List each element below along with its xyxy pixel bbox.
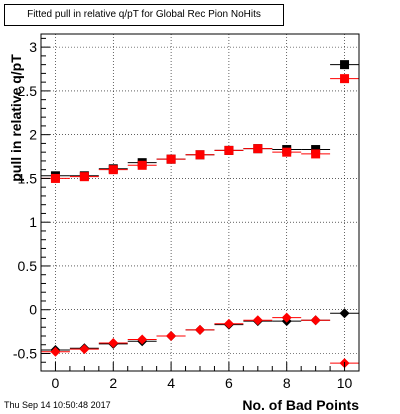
data-point-square	[50, 173, 60, 183]
data-point-diamond	[281, 312, 292, 323]
y-tick-label: 1	[29, 214, 37, 230]
x-tick-label: 2	[109, 375, 117, 391]
x-tick-label: 10	[337, 375, 353, 391]
x-tick-label: 4	[167, 375, 175, 391]
grid-layer	[41, 34, 359, 371]
x-axis-label: No. of Bad Points	[242, 397, 359, 413]
data-point-diamond	[195, 324, 205, 335]
x-tick-label: 0	[52, 375, 60, 391]
data-point-diamond	[137, 334, 148, 345]
y-tick-label: 0.5	[18, 258, 38, 274]
data-point-square	[79, 172, 89, 182]
data-point-square	[282, 147, 292, 157]
x-tick-label: 8	[283, 375, 291, 391]
data-point-square	[311, 149, 321, 159]
data-point-square	[195, 150, 205, 160]
timestamp: Thu Sep 14 10:50:48 2017	[4, 400, 111, 410]
data-point-diamond	[79, 344, 90, 355]
y-tick-label: 3	[29, 39, 37, 55]
data-point-diamond	[223, 318, 234, 329]
data-point-square	[137, 160, 147, 170]
y-tick-label: 2	[29, 127, 37, 143]
tick-layer: 0 2 4 6 8 10 -0.5 0 0.5 1 1.5 2 2.5 3	[13, 37, 353, 391]
data-point-diamond	[166, 330, 177, 341]
data-point-diamond	[339, 308, 350, 319]
y-tick-label: 1.5	[18, 170, 38, 186]
chart-title: Fitted pull in relative q/pT for Global …	[4, 4, 284, 26]
data-point-square	[224, 145, 234, 155]
data-point-diamond	[50, 346, 61, 357]
label-layer: pull in relative q/pT No. of Bad Points	[8, 54, 359, 413]
data-point-diamond	[310, 315, 321, 326]
data-point-square	[253, 144, 263, 154]
y-axis-label: pull in relative q/pT	[8, 54, 24, 182]
data-point-square	[340, 60, 350, 70]
data-point-square	[166, 154, 176, 164]
series-layer	[41, 60, 359, 369]
y-tick-label: -0.5	[13, 345, 37, 361]
data-point-square	[340, 74, 350, 84]
data-point-square	[108, 165, 118, 175]
data-point-diamond	[252, 315, 263, 326]
y-tick-label: 2.5	[18, 83, 38, 99]
y-tick-label: 0	[29, 302, 37, 318]
x-tick-label: 6	[225, 375, 233, 391]
data-point-diamond	[108, 337, 119, 348]
